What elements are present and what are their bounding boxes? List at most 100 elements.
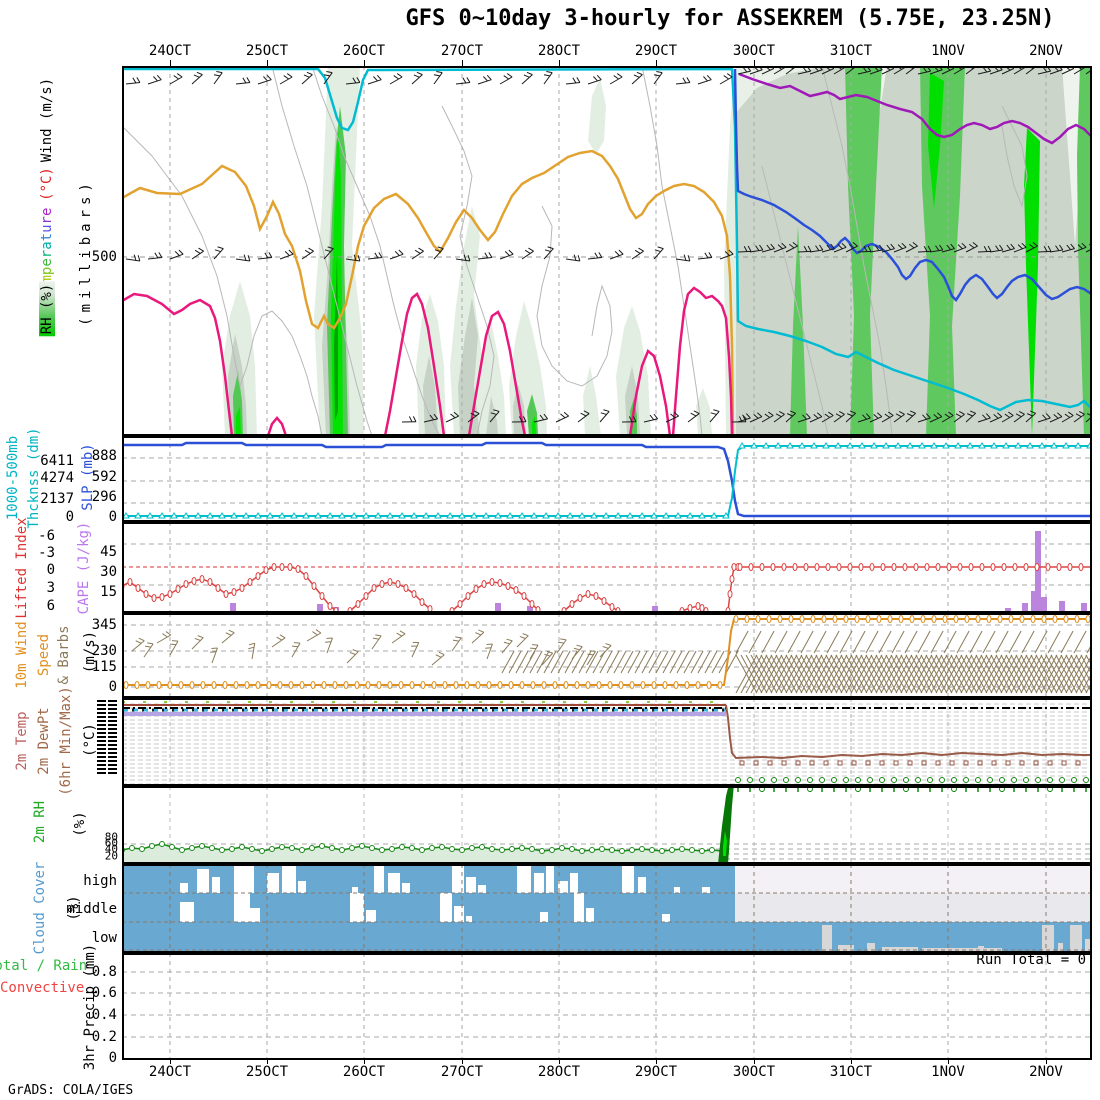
axis-label: Convective — [0, 980, 85, 996]
date-label: 30OCT — [732, 43, 776, 59]
date-label: 31OCT — [829, 1064, 873, 1080]
panel-cloud-cover — [122, 864, 1092, 953]
axis-tick — [462, 60, 463, 66]
axis-label: Wind (m/s) — [39, 77, 55, 163]
date-label: 28OCT — [537, 1064, 581, 1080]
date-label: 25OCT — [245, 43, 289, 59]
date-label: 24OCT — [148, 1064, 192, 1080]
panel-canvas-main — [122, 66, 1092, 436]
axis-label: low — [91, 930, 117, 946]
axis-label: 15 — [100, 584, 117, 600]
axis-label: Cloud Cover — [32, 861, 48, 955]
axis-label: 230 — [91, 643, 117, 659]
date-label: 29OCT — [634, 43, 678, 59]
axis-label: 1000-500mb — [5, 435, 21, 521]
axis-label: 0.8 — [91, 964, 117, 980]
axis-label: 0 — [108, 679, 117, 695]
panel-wind-10m-speed-barbs — [122, 613, 1092, 698]
axis-label: CAPE (J/kg) — [76, 521, 92, 615]
date-label: 1NOV — [931, 43, 965, 59]
date-label: 2NOV — [1029, 43, 1063, 59]
axis-label: 888 — [91, 448, 117, 464]
panel-canvas-slp — [122, 436, 1092, 522]
axis-label: 45 — [100, 544, 117, 560]
axis-label: 10m Wind — [14, 621, 30, 689]
axis-label: 2m DewPt — [36, 707, 52, 775]
temp-axis-dense-ticks — [108, 700, 117, 776]
axis-label: 500 — [91, 249, 117, 265]
axis-tick — [364, 60, 365, 66]
axis-label: 20 — [104, 849, 118, 863]
date-label: 25OCT — [245, 1064, 289, 1080]
axis-label: Run Total = 0 — [976, 952, 1086, 968]
axis-tick — [559, 60, 560, 66]
axis-label: 60 — [104, 836, 118, 850]
panel-cape-lifted-index — [122, 522, 1092, 613]
panel-precip-3hr — [122, 953, 1092, 1060]
axis-label: 2m Temp — [14, 711, 30, 771]
axis-label: 0 — [46, 562, 55, 578]
axis-label: 0.6 — [91, 985, 117, 1001]
date-label: 26OCT — [342, 43, 386, 59]
date-label: 1NOV — [931, 1064, 965, 1080]
axis-label: RH (%) — [39, 281, 55, 337]
axis-tick — [656, 60, 657, 66]
temp-axis-dense-ticks — [97, 700, 106, 776]
axis-label: -6 — [38, 528, 55, 544]
axis-tick — [948, 60, 949, 66]
panel-rh-2m — [122, 786, 1092, 864]
axis-label: (°C) — [82, 723, 98, 757]
axis-label: Speed — [36, 633, 52, 677]
axis-tick — [656, 1058, 657, 1064]
axis-label: Total / Rain — [0, 958, 88, 974]
axis-label: Lifted Index — [14, 517, 30, 619]
axis-label: 2137 — [40, 491, 74, 507]
panel-canvas-precip — [122, 953, 1092, 1060]
date-label: 2NOV — [1029, 1064, 1063, 1080]
axis-tick — [267, 1058, 268, 1064]
axis-label: 0 — [65, 509, 74, 525]
date-label: 27OCT — [440, 1064, 484, 1080]
axis-tick — [851, 60, 852, 66]
axis-label: 3 — [46, 580, 55, 596]
panel-canvas-cape — [122, 522, 1092, 613]
date-label: 26OCT — [342, 1064, 386, 1080]
axis-label: 2m RH — [32, 800, 48, 844]
axis-tick — [462, 1058, 463, 1064]
date-label: 30OCT — [732, 1064, 776, 1080]
axis-tick — [948, 1058, 949, 1064]
axis-label: 345 — [91, 617, 117, 633]
axis-tick — [851, 1058, 852, 1064]
axis-label: -3 — [38, 545, 55, 561]
axis-tick — [267, 60, 268, 66]
axis-tick — [170, 1058, 171, 1064]
axis-tick — [1046, 1058, 1047, 1064]
panel-canvas-rh2m — [122, 786, 1092, 864]
panel-canvas-cloud — [122, 864, 1092, 953]
axis-label: 40 — [104, 842, 118, 856]
panel-canvas-temp2m — [122, 698, 1092, 786]
axis-label: middle — [66, 901, 117, 917]
panel-upper-air-rh-temp-wind — [122, 66, 1092, 436]
axis-tick — [754, 60, 755, 66]
axis-label: 115 — [91, 659, 117, 675]
axis-tick — [364, 1058, 365, 1064]
date-label: 24OCT — [148, 43, 192, 59]
axis-label: 0 — [108, 509, 117, 525]
axis-tick — [559, 1058, 560, 1064]
grads-credit: GrADS: COLA/IGES — [8, 1083, 134, 1098]
axis-label: & Barbs — [56, 625, 72, 685]
axis-label: 0.4 — [91, 1007, 117, 1023]
axis-tick — [754, 1058, 755, 1064]
panel-temp-dewpt-2m — [122, 698, 1092, 786]
date-label: 27OCT — [440, 43, 484, 59]
date-label: 28OCT — [537, 43, 581, 59]
axis-label: 6 — [46, 598, 55, 614]
panel-slp-thickness — [122, 436, 1092, 522]
axis-label: 0 — [108, 1050, 117, 1066]
axis-label: 296 — [91, 489, 117, 505]
axis-label: 80 — [104, 830, 118, 844]
date-label: 29OCT — [634, 1064, 678, 1080]
panel-canvas-wind10m — [122, 613, 1092, 698]
date-label: 31OCT — [829, 43, 873, 59]
